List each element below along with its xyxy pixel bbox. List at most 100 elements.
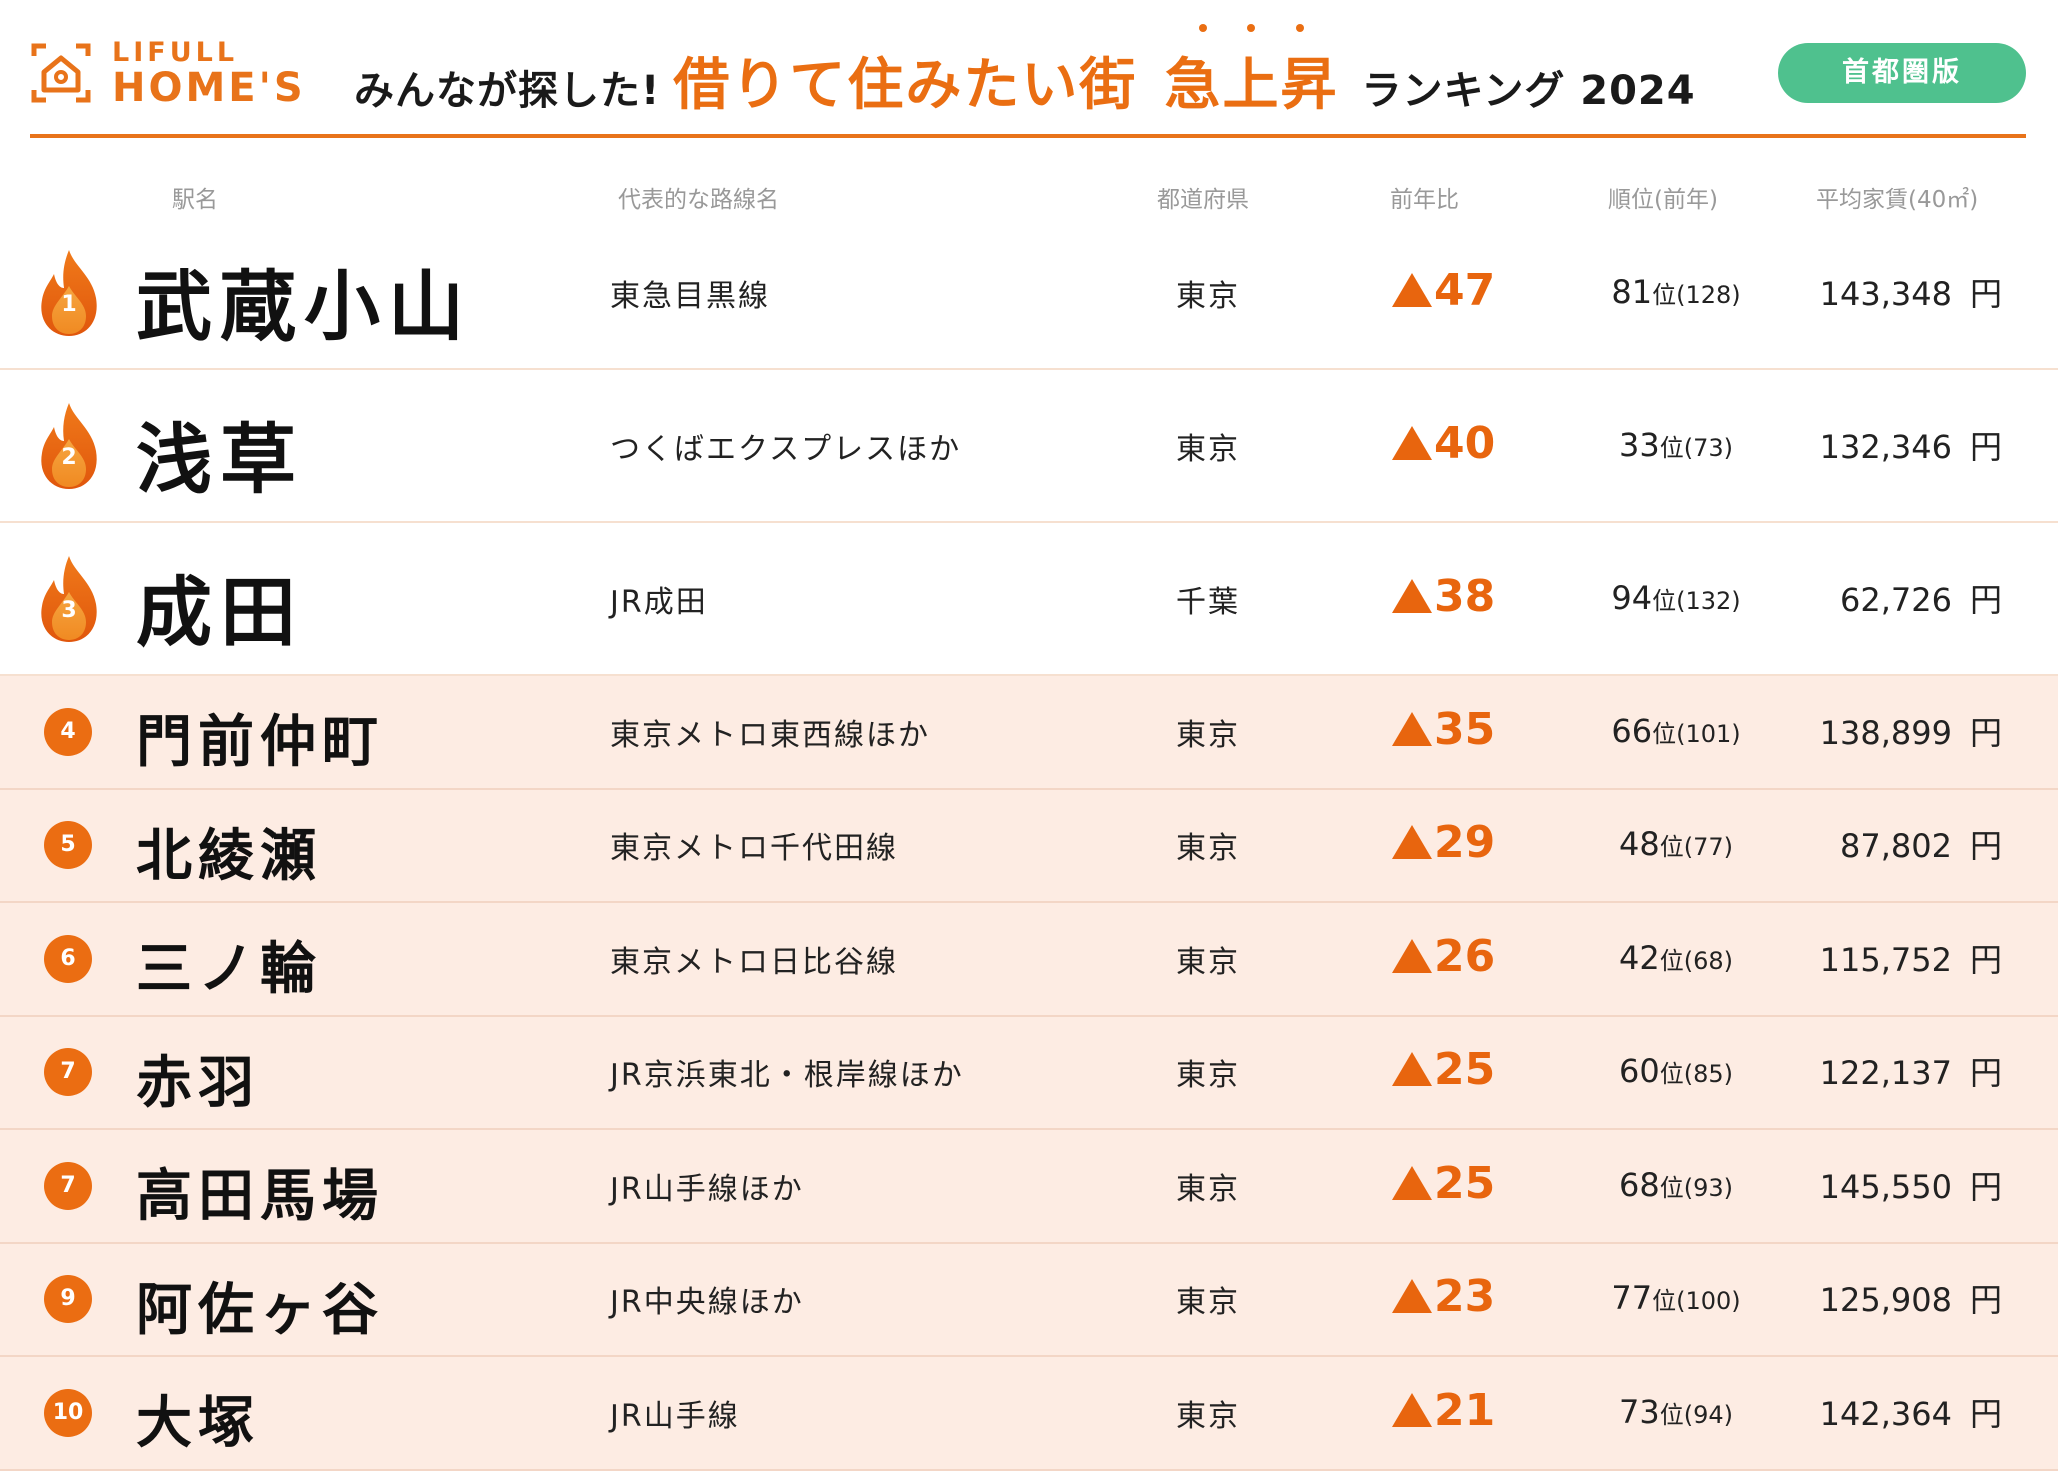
previous-rank: (101) — [1676, 719, 1741, 748]
flame-icon: 2 — [34, 401, 104, 491]
rent-cell: 143,348 円 — [1770, 269, 2002, 315]
house-logo-icon — [31, 43, 91, 103]
up-triangle-icon — [1392, 938, 1432, 973]
rank-suffix: 位 — [1659, 833, 1684, 862]
current-rank: 33 — [1619, 425, 1660, 464]
table-row[interactable]: 4 門前仲町 東京メトロ東西線ほか 東京 35 66位(101) 138,899 円 — [0, 676, 2058, 790]
previous-rank: (100) — [1676, 1287, 1741, 1316]
rank-number: 1 — [61, 291, 77, 317]
table-row[interactable]: 7 高田馬場 JR山手線ほか 東京 25 68位(93) 145,550 円 — [0, 1130, 2058, 1244]
yen-unit: 円 — [1969, 1281, 2002, 1320]
rent-cell: 125,908 円 — [1770, 1275, 2002, 1321]
up-triangle-icon — [1392, 1052, 1432, 1087]
prefecture: 千葉 — [1176, 584, 1240, 620]
prefecture: 東京 — [1176, 944, 1240, 980]
current-rank: 42 — [1619, 938, 1660, 977]
brand-logo[interactable]: LIFULL HOME'S — [30, 38, 303, 110]
table-row[interactable]: 3 成田 JR成田 千葉 38 94位(132) 62,726 円 — [0, 523, 2058, 676]
flame-icon: 1 — [34, 248, 104, 338]
yoy-change: 29 — [1392, 817, 1495, 868]
column-header-station: 駅名 — [172, 187, 218, 213]
line-name: JR山手線ほか — [610, 1171, 804, 1207]
rent-cell: 132,346 円 — [1770, 422, 2002, 468]
average-rent: 145,550 — [1819, 1167, 1952, 1206]
table-row[interactable]: 6 三ノ輪 東京メトロ日比谷線 東京 26 42位(68) 115,752 円 — [0, 903, 2058, 1017]
rank-circle-icon: 7 — [44, 1161, 92, 1210]
previous-rank: (85) — [1683, 1060, 1733, 1089]
station-name: 阿佐ヶ谷 — [136, 1277, 384, 1343]
rank-cell: 68位(93) — [1596, 1166, 1756, 1204]
yoy-change: 21 — [1392, 1385, 1495, 1436]
line-name: JR京浜東北・根岸線ほか — [610, 1058, 964, 1094]
previous-rank: (94) — [1683, 1400, 1733, 1429]
line-name: JR中央線ほか — [610, 1285, 804, 1321]
line-name: 東京メトロ日比谷線 — [610, 944, 898, 980]
change-value: 21 — [1434, 1384, 1496, 1436]
table-row[interactable]: 7 赤羽 JR京浜東北・根岸線ほか 東京 25 60位(85) 122,137 円 — [0, 1016, 2058, 1130]
column-header-rent: 平均家賃(40㎡) — [1816, 187, 1979, 213]
rank-circle-icon: 6 — [44, 934, 92, 983]
current-rank: 73 — [1619, 1392, 1660, 1431]
rank-suffix: 位 — [1652, 586, 1677, 615]
table-row[interactable]: 2 浅草 つくばエクスプレスほか 東京 40 33位(73) 132,346 円 — [0, 370, 2058, 523]
station-name: 大塚 — [136, 1391, 260, 1457]
up-triangle-icon — [1392, 578, 1432, 613]
region-badge: 首都圏版 — [1778, 43, 2026, 103]
rank-suffix: 位 — [1659, 1400, 1684, 1429]
yoy-change: 25 — [1392, 1158, 1495, 1209]
prefecture: 東京 — [1176, 1285, 1240, 1321]
up-triangle-icon — [1392, 711, 1432, 746]
yen-unit: 円 — [1969, 713, 2002, 752]
change-value: 47 — [1434, 264, 1496, 316]
yoy-change: 25 — [1392, 1044, 1495, 1095]
current-rank: 94 — [1611, 578, 1653, 617]
average-rent: 122,137 — [1819, 1054, 1952, 1093]
prefecture: 東京 — [1176, 831, 1240, 867]
rent-cell: 145,550 円 — [1770, 1162, 2002, 1208]
rank-suffix: 位 — [1659, 1060, 1684, 1089]
line-name: JR山手線 — [610, 1398, 740, 1434]
change-value: 35 — [1434, 703, 1496, 755]
rent-cell: 115,752 円 — [1770, 935, 2002, 981]
title-suffix: ランキング 2024 — [1361, 68, 1696, 114]
prefecture: 東京 — [1176, 278, 1240, 314]
column-header-line: 代表的な路線名 — [618, 187, 779, 213]
average-rent: 115,752 — [1819, 940, 1952, 979]
rank-suffix: 位 — [1652, 1287, 1677, 1316]
table-row[interactable]: 1 武蔵小山 東急目黒線 東京 47 81位(128) 143,348 円 — [0, 217, 2058, 370]
rank-cell: 81位(128) — [1596, 273, 1756, 311]
change-value: 26 — [1434, 930, 1496, 982]
prefecture: 東京 — [1176, 717, 1240, 753]
rank-circle-icon: 9 — [44, 1275, 92, 1324]
rent-cell: 87,802 円 — [1770, 821, 2002, 867]
station-name: 北綾瀬 — [136, 823, 322, 889]
table-row[interactable]: 10 大塚 JR山手線 東京 21 73位(94) 142,364 円 — [0, 1357, 2058, 1471]
line-name: 東急目黒線 — [610, 278, 770, 314]
previous-rank: (68) — [1683, 946, 1733, 975]
page-header: LIFULL HOME'S みんなが探した! 借りて住みたい街 急上昇 ランキン… — [0, 0, 2058, 140]
yen-unit: 円 — [1969, 580, 2002, 619]
rent-cell: 122,137 円 — [1770, 1048, 2002, 1094]
yoy-change: 26 — [1392, 931, 1495, 982]
up-triangle-icon — [1392, 1279, 1432, 1314]
flame-icon: 3 — [34, 554, 104, 644]
yen-unit: 円 — [1969, 1394, 2002, 1433]
average-rent: 138,899 — [1819, 713, 1952, 752]
current-rank: 81 — [1611, 272, 1653, 311]
yoy-change: 47 — [1392, 265, 1495, 316]
yoy-change: 23 — [1392, 1271, 1495, 1322]
rank-suffix: 位 — [1659, 433, 1684, 462]
change-value: 25 — [1434, 1044, 1496, 1096]
up-triangle-icon — [1392, 425, 1432, 460]
average-rent: 125,908 — [1819, 1281, 1952, 1320]
table-row[interactable]: 9 阿佐ヶ谷 JR中央線ほか 東京 23 77位(100) 125,908 円 — [0, 1243, 2058, 1357]
rank-cell: 33位(73) — [1596, 426, 1756, 464]
yen-unit: 円 — [1969, 940, 2002, 979]
current-rank: 68 — [1619, 1165, 1660, 1204]
station-name: 浅草 — [136, 415, 304, 505]
table-row[interactable]: 5 北綾瀬 東京メトロ千代田線 東京 29 48位(77) 87,802 円 — [0, 789, 2058, 903]
rank-number: 3 — [61, 597, 77, 623]
column-header-prefecture: 都道府県 — [1157, 187, 1249, 213]
average-rent: 142,364 — [1819, 1394, 1952, 1433]
change-value: 29 — [1434, 817, 1496, 869]
